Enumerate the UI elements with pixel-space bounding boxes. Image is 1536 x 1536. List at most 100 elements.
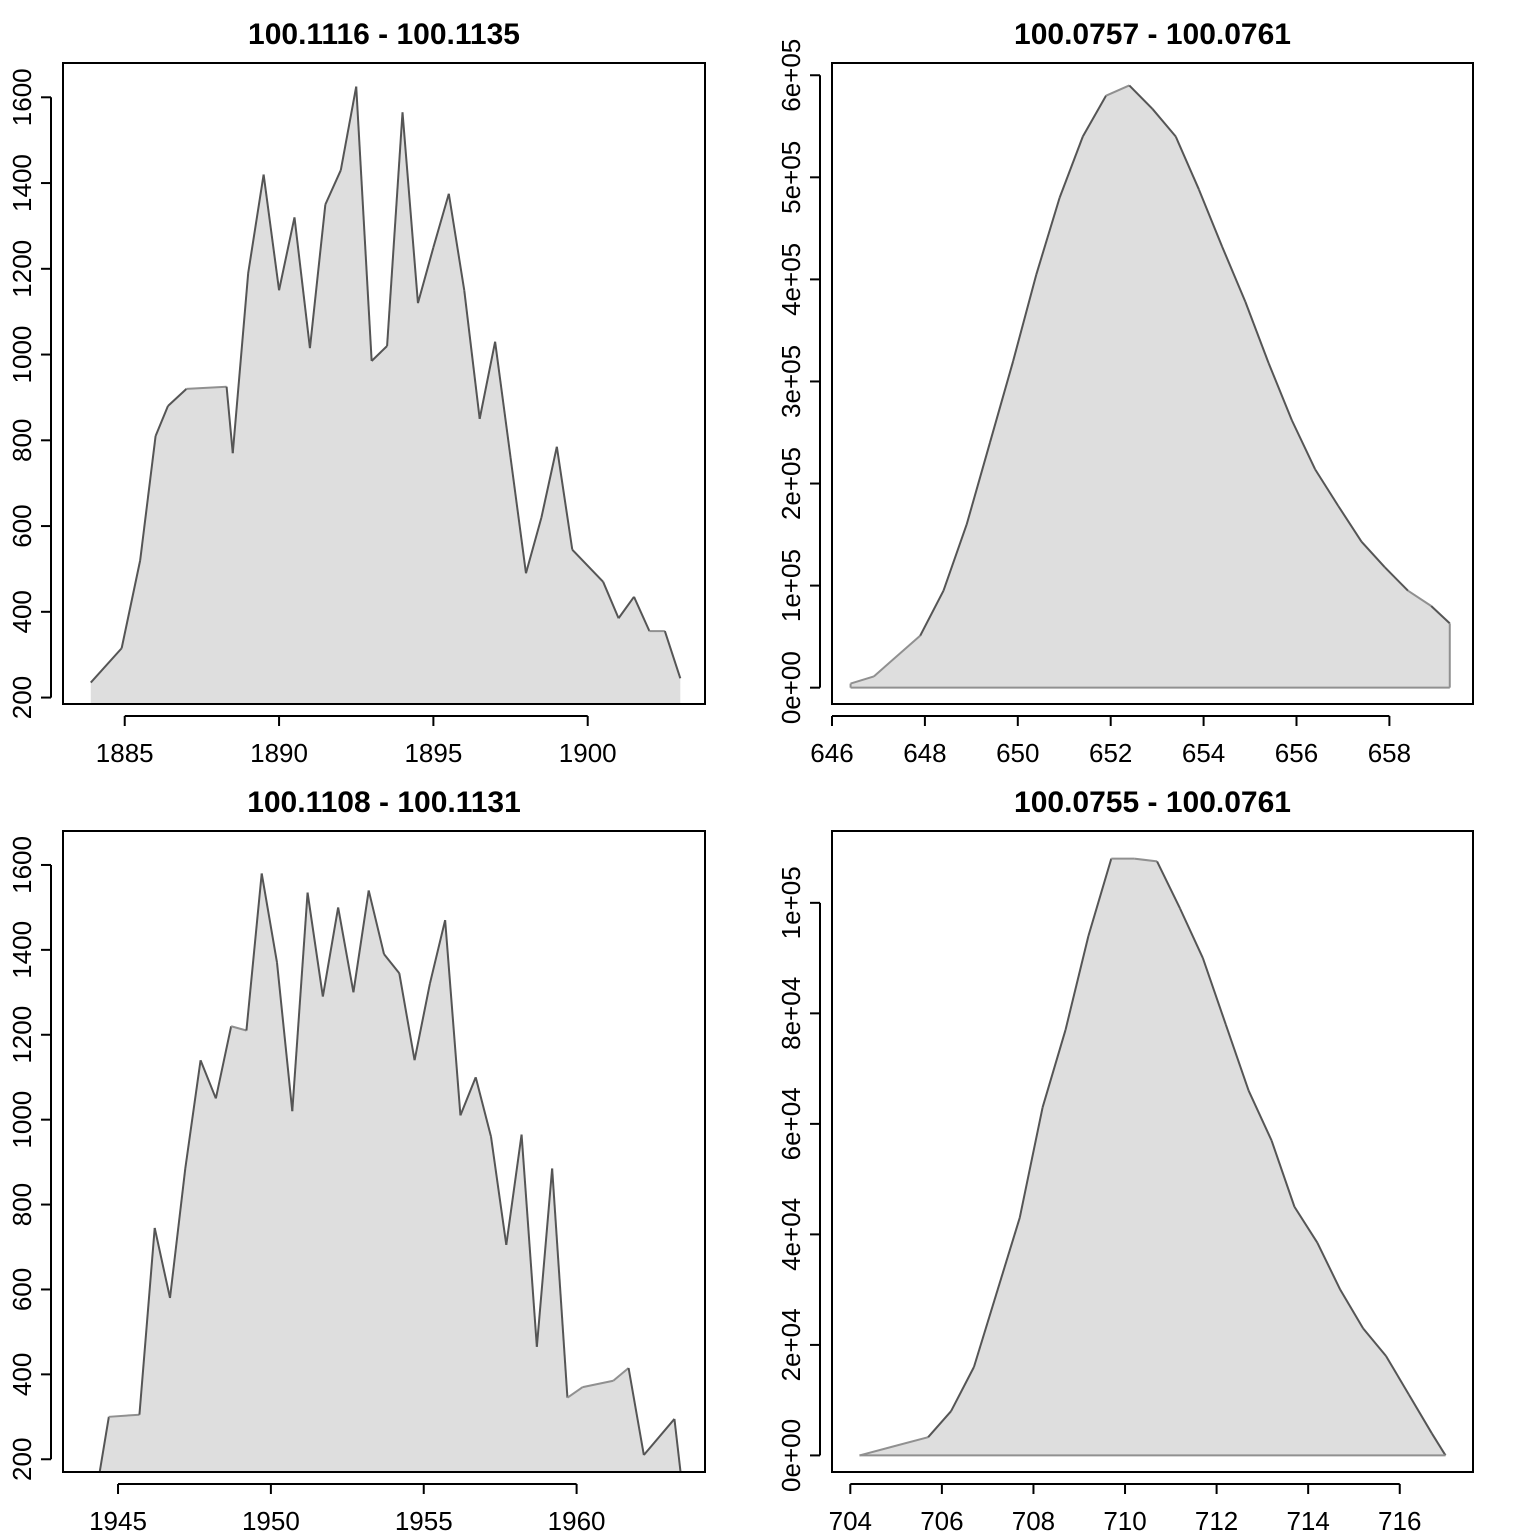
series-segment bbox=[1012, 274, 1038, 362]
series-segment bbox=[1224, 1024, 1250, 1092]
x-tick-label: 1960 bbox=[548, 1506, 606, 1536]
panel-top-left: 100.1116 - 100.1135 1885 1890 1895 1900 200 40… bbox=[7, 18, 706, 768]
y-tick-label: 1200 bbox=[7, 240, 37, 298]
x-tick-label: 708 bbox=[1012, 1506, 1055, 1536]
panel-bottom-right: 100.0755 - 100.0761 704 706 708 710 712 714 716… bbox=[776, 786, 1474, 1536]
x-tick-label: 712 bbox=[1195, 1506, 1238, 1536]
series-segment bbox=[278, 217, 296, 291]
series-segment bbox=[1407, 589, 1432, 607]
y-tick-label: 4e+04 bbox=[776, 1198, 806, 1271]
chart-title: 100.0755 - 100.0761 bbox=[1014, 786, 1291, 819]
y-tick-label: 8e+04 bbox=[776, 977, 806, 1050]
series-segment bbox=[337, 907, 355, 993]
series-segment bbox=[602, 581, 620, 619]
series-segment bbox=[383, 953, 401, 974]
series-segment bbox=[1267, 362, 1293, 421]
series-segment bbox=[276, 962, 294, 1112]
series-segment bbox=[850, 675, 875, 685]
x-tick-label: 710 bbox=[1103, 1506, 1146, 1536]
series-segment bbox=[1314, 468, 1340, 507]
series-segment bbox=[663, 630, 682, 679]
series-segment bbox=[1198, 189, 1224, 248]
series-segment bbox=[965, 442, 991, 525]
series-segment bbox=[494, 341, 512, 458]
series-segment bbox=[463, 290, 481, 419]
series-segment bbox=[1174, 136, 1200, 190]
series-segment bbox=[153, 1227, 171, 1299]
series-segment bbox=[245, 873, 263, 1031]
x-tick-label: 1945 bbox=[89, 1506, 147, 1536]
series-segment bbox=[90, 647, 123, 684]
series-segment bbox=[262, 174, 281, 291]
y-tick-label: 800 bbox=[7, 419, 37, 462]
series-segment bbox=[617, 596, 635, 619]
series-segment bbox=[474, 1076, 492, 1137]
series-segment bbox=[1270, 1140, 1296, 1208]
series-segment bbox=[1385, 1355, 1410, 1396]
series-segment bbox=[1087, 858, 1113, 937]
series-segment bbox=[120, 560, 142, 649]
series-segment bbox=[1221, 246, 1247, 303]
series-segment bbox=[643, 1418, 676, 1456]
series-segment bbox=[571, 548, 604, 583]
y-tick-label: 400 bbox=[7, 590, 37, 633]
series-segment bbox=[231, 273, 250, 454]
y-tick-label: 2e+05 bbox=[776, 447, 806, 520]
series-segment bbox=[398, 973, 416, 1061]
series-segment bbox=[566, 1386, 584, 1399]
panel-bottom-left: 100.1108 - 100.1131 1945 1950 1955 1960 200 40… bbox=[7, 786, 706, 1536]
series-segment bbox=[324, 169, 342, 205]
series-segment bbox=[1064, 935, 1090, 1031]
chart-title: 100.1108 - 100.1131 bbox=[247, 786, 521, 819]
series-segment bbox=[199, 1059, 217, 1099]
y-tick-label: 0e+00 bbox=[776, 1419, 806, 1492]
plot-frame bbox=[62, 830, 706, 1473]
series-segment bbox=[1384, 566, 1409, 592]
x-tick-label: 648 bbox=[903, 738, 946, 768]
series-segment bbox=[184, 1060, 202, 1169]
series-segment bbox=[339, 86, 358, 171]
series-segment bbox=[942, 524, 968, 592]
series-segment bbox=[1081, 95, 1107, 137]
series-line bbox=[859, 857, 1447, 1457]
y-tick-label: 600 bbox=[7, 1268, 37, 1311]
series-segment bbox=[1035, 197, 1061, 275]
series-segment bbox=[1316, 1242, 1342, 1291]
y-tick-label: 1400 bbox=[7, 154, 37, 212]
series-segment bbox=[247, 174, 265, 274]
x-tick-label: 654 bbox=[1182, 738, 1225, 768]
series-segment bbox=[525, 517, 543, 574]
y-tick-label: 3e+05 bbox=[776, 345, 806, 418]
series-segment bbox=[478, 341, 497, 420]
series-segment bbox=[1244, 301, 1270, 364]
series-segment bbox=[582, 1379, 614, 1389]
series-segment bbox=[306, 892, 324, 997]
series-segment bbox=[612, 1367, 630, 1382]
series-segment bbox=[260, 873, 278, 963]
y-tick-label: 800 bbox=[7, 1183, 37, 1226]
chart-title: 100.0757 - 100.0761 bbox=[1014, 18, 1291, 51]
x-tick-label: 1955 bbox=[395, 1506, 453, 1536]
area-fill bbox=[859, 858, 1446, 1456]
x-tick-label: 656 bbox=[1275, 738, 1318, 768]
y-tick-label: 6e+05 bbox=[776, 39, 806, 112]
series-segment bbox=[386, 112, 404, 347]
series-segment bbox=[214, 1026, 233, 1099]
series-segment bbox=[321, 907, 340, 997]
area-fill bbox=[850, 85, 1450, 688]
y-tick-label: 6e+04 bbox=[776, 1087, 806, 1160]
series-segment bbox=[919, 590, 945, 637]
y-tick-label: 1000 bbox=[7, 326, 37, 384]
panel-top-right: 100.0757 - 100.0761 646 648 650 652 654 656 658… bbox=[776, 18, 1474, 768]
series-segment bbox=[169, 1168, 187, 1299]
x-tick-label: 1895 bbox=[404, 738, 462, 768]
y-tick-label: 1400 bbox=[7, 921, 37, 979]
x-tick-label: 714 bbox=[1286, 1506, 1329, 1536]
series-segment bbox=[627, 1367, 645, 1456]
series-segment bbox=[673, 1418, 682, 1472]
series-segment bbox=[413, 983, 431, 1061]
series-segment bbox=[859, 1436, 929, 1457]
series-segment bbox=[459, 1076, 477, 1116]
series-line bbox=[849, 84, 1451, 689]
